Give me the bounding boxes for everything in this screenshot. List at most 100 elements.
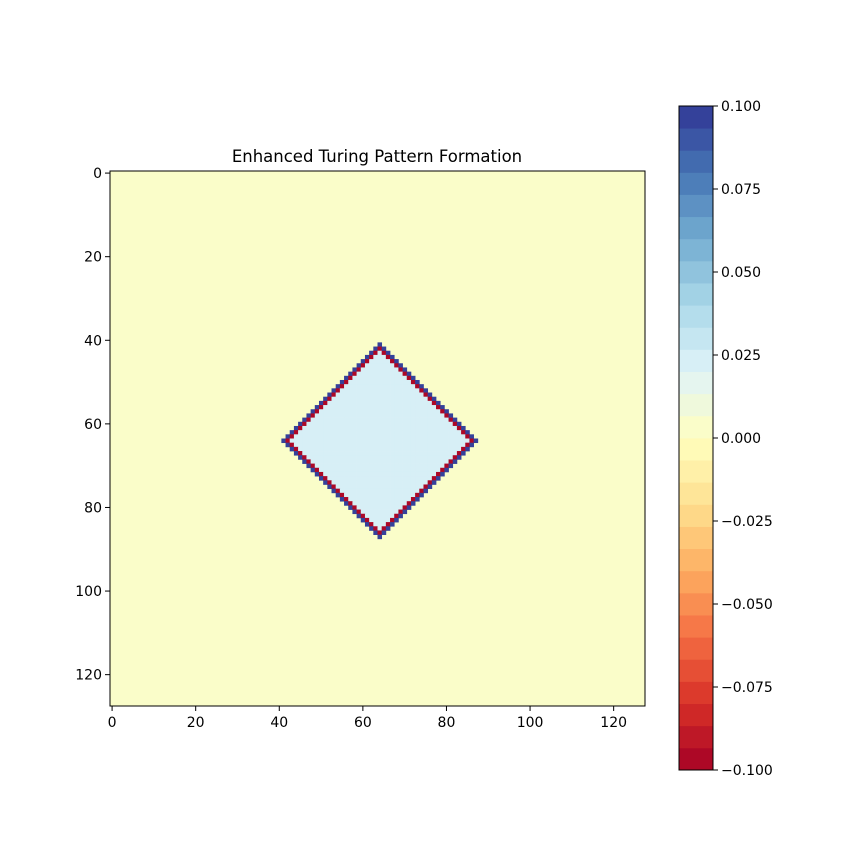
heatmap-cell-interior <box>298 446 303 452</box>
heatmap-cell-interior <box>327 459 332 464</box>
colorbar-segment <box>679 327 713 350</box>
heatmap-cell-interior <box>427 467 433 473</box>
heatmap-cell-interior <box>431 451 437 456</box>
heatmap-cell-interior <box>344 442 349 448</box>
heatmap-cell-interior <box>369 388 374 393</box>
heatmap-cell-inner-ring <box>436 405 441 410</box>
heatmap-cell-interior <box>452 442 458 448</box>
heatmap-cell-interior <box>356 421 362 427</box>
heatmap-cell-inner-ring <box>293 430 299 435</box>
heatmap-cell-interior <box>293 434 299 439</box>
heatmap-cell-interior <box>348 409 353 414</box>
heatmap-cell-interior <box>415 442 420 448</box>
heatmap-cell-interior <box>402 501 408 506</box>
heatmap-cell-interior <box>364 451 370 456</box>
heatmap-cell-interior <box>398 446 403 452</box>
heatmap-cell-interior <box>339 480 345 485</box>
heatmap-cell-interior <box>385 451 391 456</box>
heatmap-cell-interior <box>398 471 403 477</box>
heatmap-cell-interior <box>344 409 349 414</box>
heatmap-cell-interior <box>398 405 403 410</box>
heatmap-cell-interior <box>323 451 328 456</box>
heatmap-cell-interior <box>385 492 391 498</box>
heatmap-cell-interior <box>364 425 370 431</box>
heatmap-cell-interior <box>352 497 357 502</box>
heatmap-cell-interior <box>377 467 383 473</box>
heatmap-cell-interior <box>373 497 378 502</box>
heatmap-cell-interior <box>373 442 378 448</box>
heatmap-cell-interior <box>394 451 399 456</box>
colorbar-segment <box>679 260 713 284</box>
heatmap-cell-interior <box>385 375 391 381</box>
heatmap-cell-interior <box>406 497 412 502</box>
heatmap-cell-interior <box>406 492 412 498</box>
heatmap-cell-interior <box>339 476 345 481</box>
heatmap-cell-interior <box>377 522 383 527</box>
heatmap-cell-interior <box>373 505 378 510</box>
y-tick-label: 80 <box>84 500 102 516</box>
heatmap-cell-interior <box>419 392 424 398</box>
heatmap-cell-interior <box>310 446 316 452</box>
heatmap-cell-interior <box>352 384 357 389</box>
heatmap-cell-interior <box>356 434 362 439</box>
heatmap-cell-interior <box>436 451 441 456</box>
heatmap-cell-outer-ring <box>385 350 391 356</box>
heatmap-cell-interior <box>410 459 416 464</box>
heatmap-cell-interior <box>461 442 466 448</box>
heatmap-cell-interior <box>436 425 441 431</box>
heatmap-cell-interior <box>339 463 345 469</box>
heatmap-cell-interior <box>327 463 332 469</box>
heatmap-cell-interior <box>461 434 466 439</box>
heatmap-cell-interior <box>448 434 454 439</box>
heatmap-cell-interior <box>369 384 374 389</box>
heatmap-cell-interior <box>331 434 337 439</box>
heatmap-cell-inner-ring <box>327 480 332 485</box>
heatmap-cell-interior <box>373 451 378 456</box>
heatmap-cell-interior <box>364 413 370 418</box>
heatmap-cell-interior <box>369 488 374 494</box>
heatmap-cell-inner-ring <box>298 425 303 431</box>
heatmap-cell-interior <box>369 379 374 385</box>
heatmap-cell-inner-ring <box>465 434 470 439</box>
heatmap-cell-interior <box>335 396 341 402</box>
heatmap-cell-interior <box>369 480 374 485</box>
heatmap-cell-interior <box>419 425 424 431</box>
heatmap-cell-interior <box>444 442 449 448</box>
heatmap-cell-interior <box>410 446 416 452</box>
heatmap-cell-interior <box>344 467 349 473</box>
heatmap-cell-outer-ring <box>469 434 474 439</box>
colorbar-segment <box>679 415 713 439</box>
heatmap-cell-interior <box>360 509 366 515</box>
heatmap-cell-interior <box>360 451 366 456</box>
heatmap-cell-interior <box>431 413 437 418</box>
heatmap-cell-interior <box>381 396 387 402</box>
heatmap-cell-interior <box>356 442 362 448</box>
heatmap-cell-interior <box>318 438 324 444</box>
heatmap-cell-interior <box>436 455 441 460</box>
heatmap-cell-interior <box>331 471 337 477</box>
heatmap-cell-interior <box>406 388 412 393</box>
heatmap-cell-interior <box>381 471 387 477</box>
heatmap-cell-interior <box>335 471 341 477</box>
heatmap-cell-interior <box>339 425 345 431</box>
colorbar-segment <box>679 681 713 704</box>
heatmap-cell-interior <box>331 417 337 423</box>
heatmap-cell-interior <box>390 379 395 385</box>
heatmap-cell-interior <box>298 438 303 444</box>
heatmap-cell-outer-ring <box>302 459 307 464</box>
x-tick-label: 120 <box>600 715 627 731</box>
heatmap-cell-interior <box>356 463 362 469</box>
heatmap-cell-interior <box>306 430 311 435</box>
heatmap-cell-interior <box>381 488 387 494</box>
heatmap-cell-interior <box>390 438 395 444</box>
heatmap-cell-interior <box>327 405 332 410</box>
heatmap-cell-outer-ring <box>331 388 337 393</box>
heatmap-cell-interior <box>423 409 429 414</box>
heatmap-cell-interior <box>344 425 349 431</box>
heatmap-cell-interior <box>327 451 332 456</box>
heatmap-cell-interior <box>369 455 374 460</box>
colorbar-segment <box>679 526 713 550</box>
heatmap-cell-interior <box>364 471 370 477</box>
heatmap-cell-interior <box>356 501 362 506</box>
heatmap-cell-interior <box>310 434 316 439</box>
